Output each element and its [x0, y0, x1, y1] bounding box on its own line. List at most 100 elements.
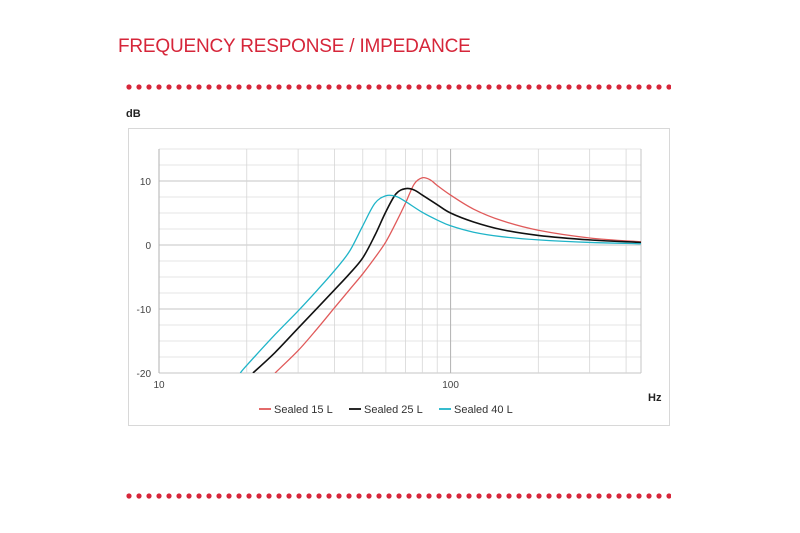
divider-dot [366, 84, 372, 90]
divider-dot [656, 493, 662, 499]
divider-dot [296, 84, 302, 90]
divider-dot [246, 493, 252, 499]
divider-dot [396, 84, 402, 90]
divider-dot [206, 84, 212, 90]
divider-dot [196, 493, 202, 499]
divider-dot [286, 84, 292, 90]
divider-dot [476, 493, 482, 499]
divider-dot [556, 493, 562, 499]
divider-dot [496, 84, 502, 90]
divider-dot [606, 84, 612, 90]
divider-dot [366, 493, 372, 499]
dotted-divider-bottom [126, 492, 671, 500]
divider-dot [656, 84, 662, 90]
divider-dot [506, 493, 512, 499]
divider-dot [646, 84, 652, 90]
divider-dot [406, 84, 412, 90]
divider-dot [406, 493, 412, 499]
series-line-2 [252, 187, 641, 373]
divider-dot [186, 84, 192, 90]
legend-label: Sealed 25 L [364, 404, 423, 416]
legend-label: Sealed 15 L [274, 404, 333, 416]
divider-dot [236, 84, 242, 90]
divider-dot [416, 84, 422, 90]
legend-item: Sealed 40 L [439, 404, 513, 416]
divider-dot [526, 84, 532, 90]
divider-dot [166, 493, 172, 499]
divider-dot [586, 84, 592, 90]
divider-dot [396, 493, 402, 499]
divider-dot [276, 493, 282, 499]
divider-dot [176, 84, 182, 90]
divider-dot [626, 84, 632, 90]
divider-dot [486, 493, 492, 499]
series-line-3 [239, 194, 641, 373]
series-layer [239, 176, 641, 373]
divider-dot [226, 493, 232, 499]
divider-dot [136, 493, 142, 499]
divider-dot [616, 493, 622, 499]
divider-dot [246, 84, 252, 90]
divider-dot [616, 84, 622, 90]
divider-dot [516, 84, 522, 90]
divider-dot [546, 84, 552, 90]
x-tick-label: 10 [153, 380, 165, 391]
divider-dot [446, 84, 452, 90]
y-tick-label: -20 [137, 369, 152, 380]
divider-dot [216, 493, 222, 499]
divider-dot [436, 493, 442, 499]
dotted-divider-top [126, 83, 671, 91]
divider-dot [256, 84, 262, 90]
divider-dot [306, 493, 312, 499]
divider-dot [506, 84, 512, 90]
divider-dot [456, 84, 462, 90]
divider-dot [346, 493, 352, 499]
divider-dot [256, 493, 262, 499]
divider-dot [426, 493, 432, 499]
divider-dot [556, 84, 562, 90]
divider-dot [136, 84, 142, 90]
divider-dot [376, 493, 382, 499]
divider-dot [666, 493, 671, 499]
divider-dot [636, 493, 642, 499]
divider-dot [436, 84, 442, 90]
divider-dot [166, 84, 172, 90]
divider-dot [516, 493, 522, 499]
divider-dot [156, 493, 162, 499]
divider-dot [596, 493, 602, 499]
divider-dot [236, 493, 242, 499]
divider-dot [306, 84, 312, 90]
divider-dot [626, 493, 632, 499]
divider-dot [526, 493, 532, 499]
divider-dot [226, 84, 232, 90]
divider-dot [156, 84, 162, 90]
divider-dot [326, 84, 332, 90]
series-line-1 [274, 176, 641, 373]
divider-dot [566, 493, 572, 499]
divider-dot [466, 493, 472, 499]
divider-dot [296, 493, 302, 499]
divider-dot [666, 84, 671, 90]
divider-dot [126, 84, 132, 90]
divider-dot [646, 493, 652, 499]
chart-panel: Hz 10 0 -10 -20 10 100 Sealed 15 L Sealed 25 L… [128, 128, 670, 426]
divider-dot [146, 493, 152, 499]
divider-dot [476, 84, 482, 90]
divider-dot [286, 493, 292, 499]
divider-dot [536, 84, 542, 90]
divider-dot [126, 493, 132, 499]
divider-dot [356, 493, 362, 499]
x-axis-label: Hz [648, 392, 662, 404]
legend-item: Sealed 15 L [259, 404, 333, 416]
divider-dot [386, 84, 392, 90]
divider-dot [546, 493, 552, 499]
divider-dot [446, 493, 452, 499]
divider-dot [606, 493, 612, 499]
divider-dot [266, 84, 272, 90]
divider-dot [496, 493, 502, 499]
divider-dot [596, 84, 602, 90]
y-tick-label: 10 [140, 177, 152, 188]
divider-dot [316, 493, 322, 499]
legend-item: Sealed 25 L [349, 404, 423, 416]
